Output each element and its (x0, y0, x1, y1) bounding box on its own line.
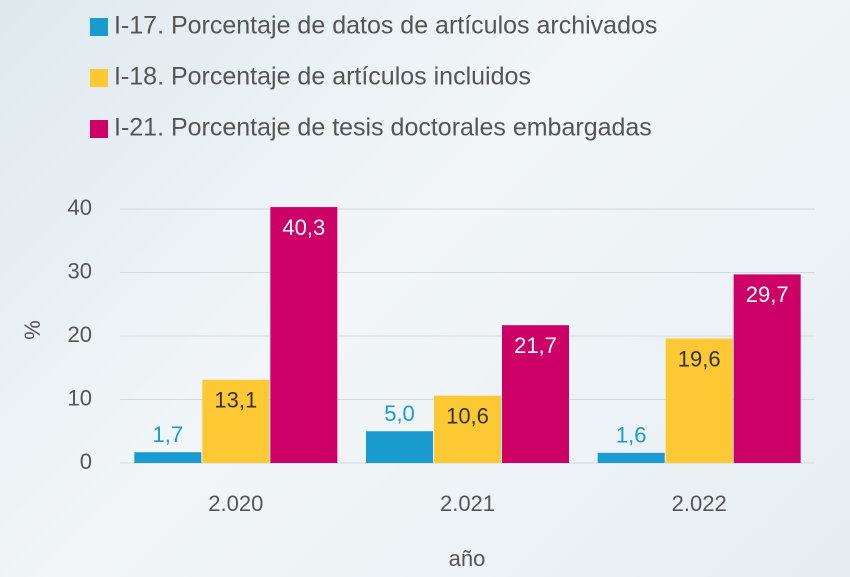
data-label: 40,3 (282, 215, 325, 240)
bar (270, 207, 338, 463)
data-label: 5,0 (384, 401, 415, 426)
y-tick-label: 40 (68, 195, 92, 220)
bar (202, 379, 270, 463)
bar (134, 452, 202, 463)
x-tick-label: 2.022 (672, 491, 727, 516)
y-tick-label: 0 (80, 449, 92, 474)
x-tick-label: 2.021 (440, 491, 495, 516)
data-label: 10,6 (446, 404, 489, 429)
y-tick-label: 30 (68, 258, 92, 283)
x-axis-label: año (449, 546, 486, 571)
legend-swatch (90, 69, 108, 87)
data-label: 29,7 (746, 282, 789, 307)
legend-label: I-17. Porcentaje de datos de artículos a… (114, 12, 657, 40)
data-label: 19,6 (678, 346, 721, 371)
y-tick-label: 20 (68, 322, 92, 347)
legend-swatch (90, 18, 108, 36)
legend-label: I-21. Porcentaje de tesis doctorales emb… (114, 114, 652, 142)
bar (733, 274, 801, 463)
legend-swatch (90, 120, 108, 138)
data-label: 21,7 (514, 333, 557, 358)
bar (665, 338, 733, 463)
data-label: 1,6 (616, 423, 647, 448)
data-label: 13,1 (214, 388, 257, 413)
legend-label: I-18. Porcentaje de artículos incluidos (114, 63, 531, 91)
data-label: 1,7 (153, 422, 184, 447)
y-axis-label: % (20, 320, 45, 340)
x-tick-label: 2.020 (208, 491, 263, 516)
y-tick-label: 10 (68, 385, 92, 410)
bar (502, 325, 569, 463)
bar (434, 395, 501, 463)
bar (366, 431, 433, 463)
bar (597, 452, 665, 463)
